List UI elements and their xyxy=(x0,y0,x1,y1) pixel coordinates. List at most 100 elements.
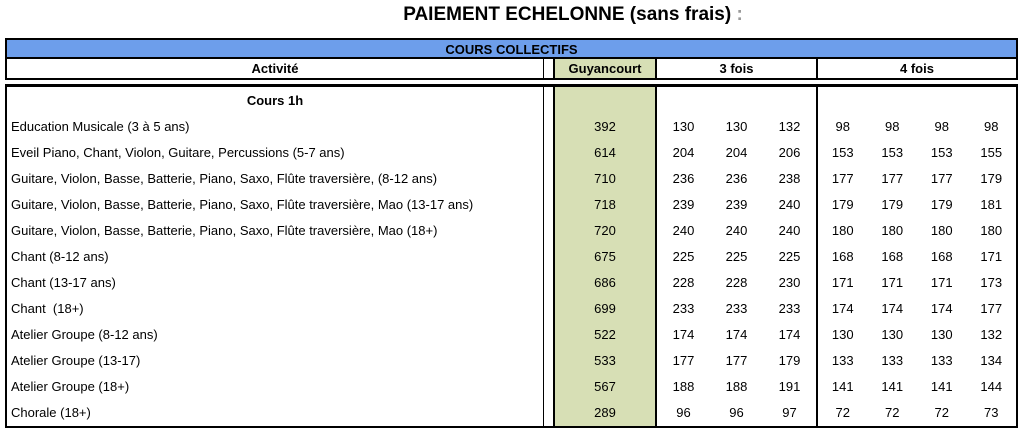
price-3fois-3: 174 xyxy=(778,327,801,343)
price-3fois-2: 177 xyxy=(725,353,748,369)
4fois-prices: 133 133 133 134 xyxy=(818,348,1016,374)
price-3fois-1: 177 xyxy=(672,353,695,369)
guyancourt-price: 699 xyxy=(553,295,657,322)
price-3fois-1: 233 xyxy=(672,301,695,317)
column-gap xyxy=(544,191,553,217)
guyancourt-price: 567 xyxy=(553,373,657,400)
column-gap xyxy=(544,165,553,191)
price-4fois-1: 180 xyxy=(831,222,854,238)
price-4fois-2: 133 xyxy=(881,353,904,369)
title-colon: : xyxy=(731,4,743,25)
price-4fois-1: 130 xyxy=(831,327,854,343)
price-3fois-1: 239 xyxy=(672,196,695,212)
price-3fois-1: 96 xyxy=(676,405,691,421)
activity-label: Chant (13-17 ans) xyxy=(7,269,544,296)
4fois-prices: 153 153 153 155 xyxy=(818,139,1016,165)
price-4fois-3: 141 xyxy=(930,379,953,395)
price-4fois-3: 179 xyxy=(930,196,953,212)
guyancourt-price: 675 xyxy=(553,243,657,270)
price-4fois-1: 153 xyxy=(831,144,854,160)
column-gap xyxy=(544,59,553,78)
4fois-prices: 171 171 171 173 xyxy=(818,270,1016,296)
price-4fois-4: 171 xyxy=(980,249,1003,264)
price-3fois-1: 130 xyxy=(672,118,695,134)
activity-label: Chant (8-12 ans) xyxy=(7,243,544,270)
price-4fois-1: 168 xyxy=(831,249,854,264)
4fois-prices: 72 72 72 73 xyxy=(818,400,1016,426)
guyancourt-price: 614 xyxy=(553,139,657,166)
price-4fois-2: 177 xyxy=(881,170,904,186)
table-row: Guitare, Violon, Basse, Batterie, Piano,… xyxy=(7,217,1016,244)
column-gap xyxy=(544,400,553,426)
price-3fois-1: 204 xyxy=(672,144,695,160)
table-row: Education Musicale (3 à 5 ans) 392 130 13… xyxy=(7,113,1016,140)
price-3fois-1: 188 xyxy=(672,379,695,395)
table-row: Chorale (18+) 289 96 96 97 72 72 72 73 xyxy=(7,399,1016,427)
price-3fois-3: 238 xyxy=(778,170,801,186)
price-4fois-1: 171 xyxy=(831,275,854,291)
price-3fois-2: 174 xyxy=(725,327,748,343)
price-4fois-2: 179 xyxy=(881,196,904,212)
guyancourt-price: 392 xyxy=(553,113,657,140)
col-header-4fois: 4 fois xyxy=(900,61,934,76)
price-3fois-3: 132 xyxy=(778,118,801,134)
column-gap xyxy=(544,139,553,165)
price-3fois-2: 204 xyxy=(725,144,748,160)
activity-label: Eveil Piano, Chant, Violon, Guitare, Per… xyxy=(7,139,544,166)
section-row: Cours 1h xyxy=(7,87,1016,114)
3fois-cell-empty xyxy=(657,87,818,114)
price-3fois-3: 206 xyxy=(778,144,801,160)
table-body: Cours 1h Education Musicale (3 à 5 ans) … xyxy=(5,84,1018,428)
4fois-prices: 177 177 177 179 xyxy=(818,165,1016,191)
price-3fois-3: 179 xyxy=(778,353,801,369)
price-4fois-3: 168 xyxy=(930,249,953,264)
3fois-prices: 130 130 132 xyxy=(657,113,818,140)
4fois-prices: 179 179 179 181 xyxy=(818,191,1016,217)
price-4fois-1: 141 xyxy=(831,379,854,395)
price-3fois-3: 225 xyxy=(778,249,801,264)
table-row: Atelier Groupe (13-17) 533 177 177 179 133… xyxy=(7,347,1016,374)
price-4fois-4: 98 xyxy=(984,118,999,134)
price-4fois-1: 174 xyxy=(831,301,854,317)
activity-label: Education Musicale (3 à 5 ans) xyxy=(7,113,544,140)
col-header-activite: Activité xyxy=(7,59,544,78)
price-4fois-2: 72 xyxy=(885,405,900,421)
price-4fois-2: 171 xyxy=(881,275,904,291)
guyancourt-price: 289 xyxy=(553,399,657,427)
3fois-prices: 228 228 230 xyxy=(657,269,818,296)
activity-label: Atelier Groupe (13-17) xyxy=(7,347,544,374)
table-row: Chant (13-17 ans) 686 228 228 230 171 171 17… xyxy=(7,269,1016,296)
page-title: PAIEMENT ECHELONNE (sans frais) : xyxy=(0,4,1024,26)
price-3fois-1: 174 xyxy=(672,327,695,343)
price-3fois-2: 239 xyxy=(725,196,748,212)
table-row: Atelier Groupe (8-12 ans) 522 174 174 174 … xyxy=(7,321,1016,348)
price-3fois-3: 240 xyxy=(778,222,801,238)
3fois-prices: 177 177 179 xyxy=(657,347,818,374)
price-4fois-1: 98 xyxy=(835,118,850,134)
price-3fois-1: 225 xyxy=(672,249,695,264)
3fois-prices: 239 239 240 xyxy=(657,191,818,218)
price-4fois-2: 130 xyxy=(881,327,904,343)
col-header-guyancourt: Guyancourt xyxy=(553,59,657,78)
price-4fois-4: 173 xyxy=(980,275,1003,291)
activity-label: Guitare, Violon, Basse, Batterie, Piano,… xyxy=(7,165,544,192)
price-3fois-2: 236 xyxy=(725,170,748,186)
table-header-block: COURS COLLECTIFS Activité Guyancourt 3 f… xyxy=(5,38,1018,80)
price-4fois-4: 180 xyxy=(980,222,1003,238)
activity-label: Chant (18+) xyxy=(7,295,544,322)
guyancourt-price: 533 xyxy=(553,347,657,374)
price-4fois-4: 134 xyxy=(980,353,1003,369)
activity-label: Guitare, Violon, Basse, Batterie, Piano,… xyxy=(7,217,544,244)
column-gap xyxy=(544,296,553,322)
guyancourt-cell-empty xyxy=(553,87,657,114)
price-3fois-2: 188 xyxy=(725,379,748,395)
price-4fois-2: 180 xyxy=(881,222,904,238)
table-row: Chant (8-12 ans) 675 225 225 225 168 168 168… xyxy=(7,243,1016,270)
4fois-prices: 130 130 130 132 xyxy=(818,322,1016,348)
3fois-prices: 204 204 206 xyxy=(657,139,818,166)
activity-label: Atelier Groupe (18+) xyxy=(7,373,544,400)
guyancourt-price: 720 xyxy=(553,217,657,244)
3fois-prices: 174 174 174 xyxy=(657,321,818,348)
price-4fois-3: 171 xyxy=(930,275,953,291)
